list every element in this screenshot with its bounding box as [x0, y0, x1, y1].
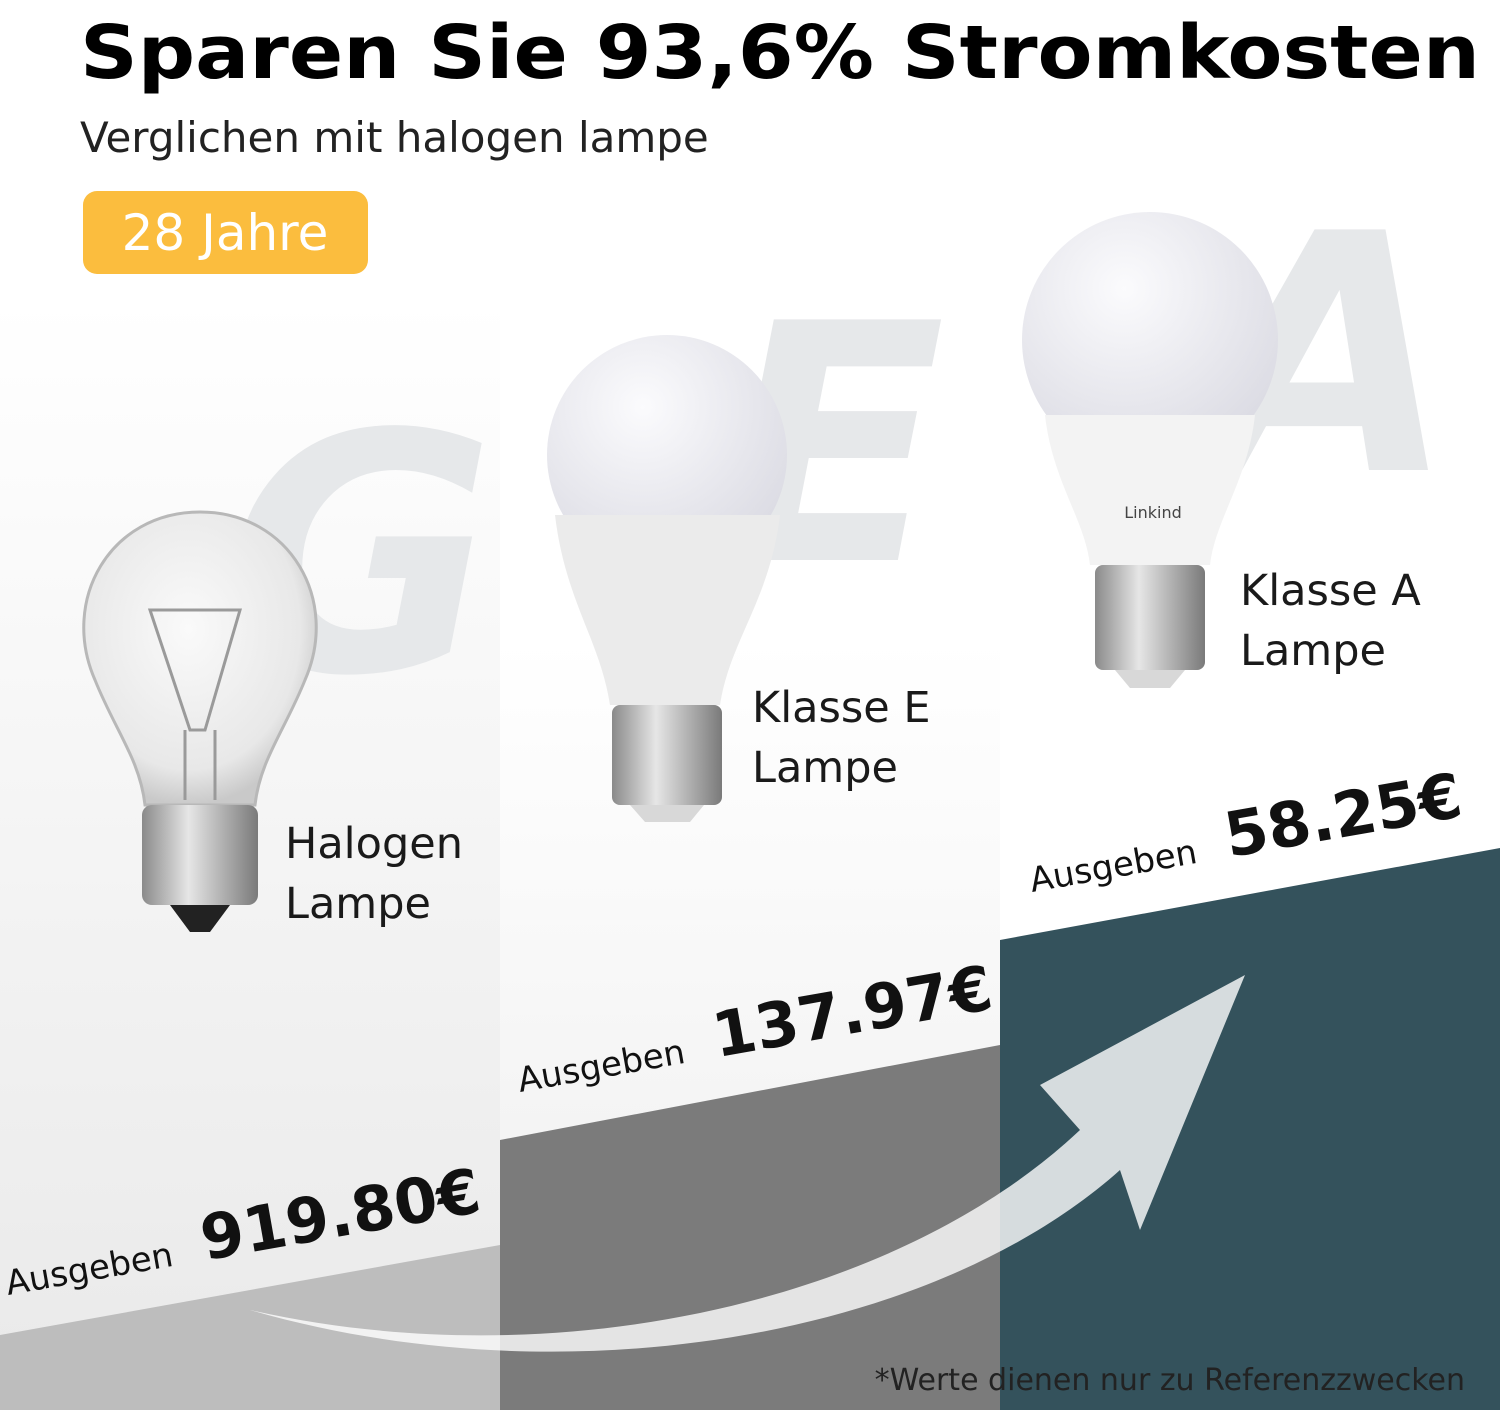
brand: Linkind: [1124, 503, 1182, 522]
lamp-label: Lampe: [285, 879, 431, 929]
halogen-bulb: [82, 510, 318, 932]
lamp-label: Halogen: [285, 819, 463, 869]
footnote: *Werte dienen nur zu Referenzzwecken: [875, 1363, 1465, 1398]
lamp-label: Klasse A: [1240, 566, 1421, 616]
lamp-label: Lampe: [1240, 626, 1386, 676]
title: Sparen Sie 93,6% Stromkosten: [80, 10, 1480, 96]
background: [0, 300, 1500, 1410]
price: 58.25€: [1219, 759, 1467, 872]
subtitle: Verglichen mit halogen lampe: [80, 113, 709, 162]
spend-label: Ausgeben: [1027, 832, 1200, 901]
class-a-bulb: Linkind: [1022, 212, 1278, 688]
class-e-bulb: [547, 335, 787, 822]
lamp-labels: Halogen Lampe Klasse E Lampe Klasse A La…: [285, 566, 1421, 929]
lamp-label: Klasse E: [752, 683, 931, 733]
badge: [83, 191, 368, 274]
arrow: [250, 975, 1245, 1352]
badge-text: 28 Jahre: [122, 204, 329, 262]
lamp-label: Lampe: [752, 743, 898, 793]
